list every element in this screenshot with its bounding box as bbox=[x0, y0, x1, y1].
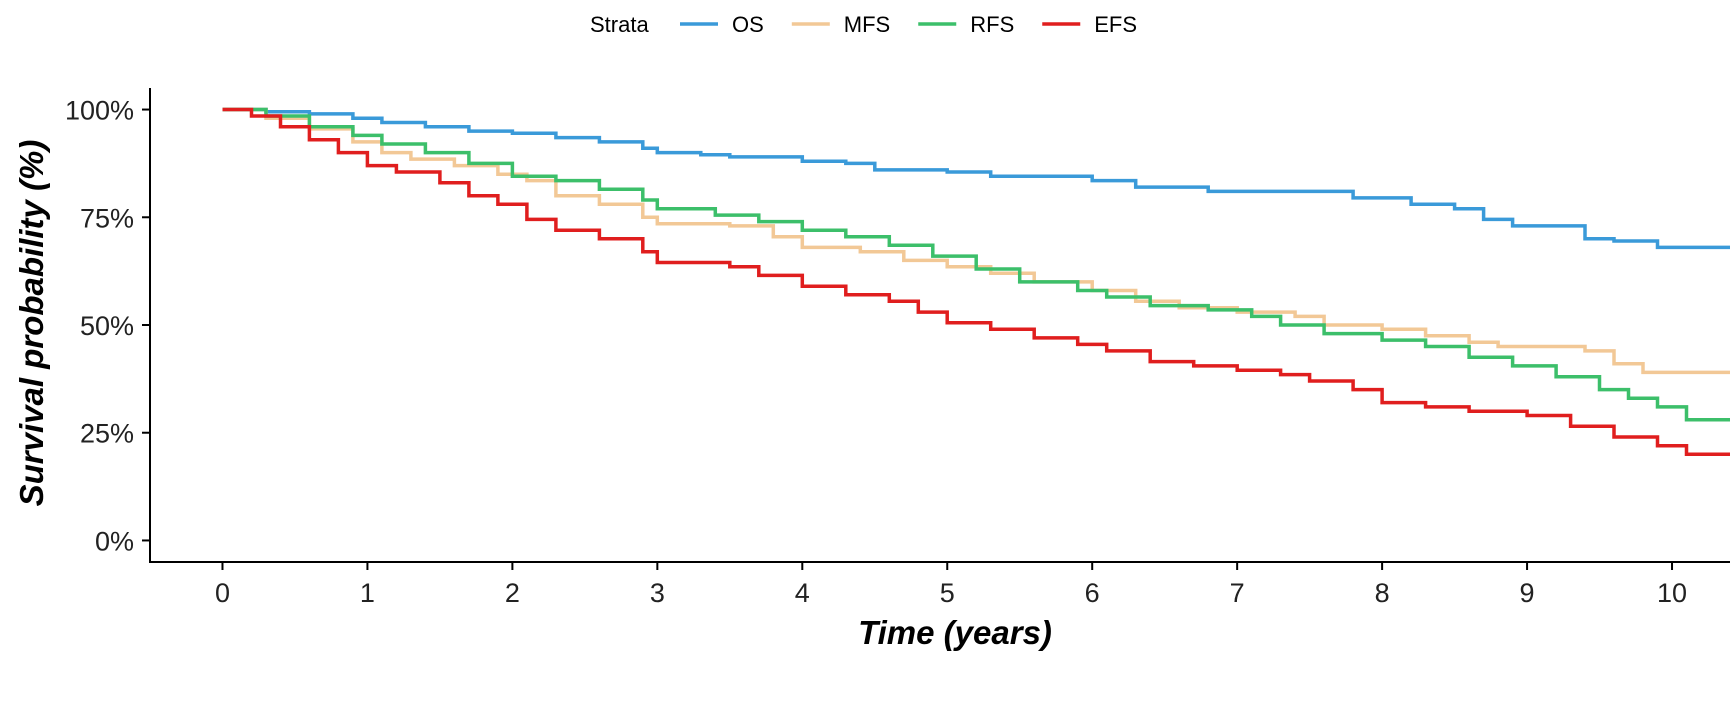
legend-label-rfs: RFS bbox=[970, 12, 1014, 37]
x-tick-label: 4 bbox=[795, 578, 810, 608]
y-tick-label: 0% bbox=[95, 526, 134, 556]
x-tick-label: 2 bbox=[505, 578, 520, 608]
series-line-rfs bbox=[222, 107, 1730, 422]
series-lines bbox=[222, 107, 1730, 457]
x-tick-label: 3 bbox=[650, 578, 665, 608]
y-axis-ticks: 0% 25% 50% 75% 100% bbox=[65, 96, 150, 556]
legend-label-mfs: MFS bbox=[844, 12, 890, 37]
x-tick-label: 9 bbox=[1520, 578, 1535, 608]
x-tick-label: 10 bbox=[1657, 578, 1687, 608]
x-tick-label: 6 bbox=[1085, 578, 1100, 608]
y-tick-label: 100% bbox=[65, 96, 134, 126]
series-line-efs bbox=[222, 107, 1730, 457]
y-tick-label: 25% bbox=[80, 419, 134, 449]
y-tick-label: 50% bbox=[80, 311, 134, 341]
x-tick-label: 8 bbox=[1375, 578, 1390, 608]
legend-label-os: OS bbox=[732, 12, 764, 37]
x-tick-label: 7 bbox=[1230, 578, 1245, 608]
x-axis-title: Time (years) bbox=[858, 614, 1052, 651]
legend-title: Strata bbox=[590, 12, 649, 37]
y-tick-label: 75% bbox=[80, 203, 134, 233]
series-line-mfs bbox=[222, 107, 1730, 375]
x-tick-label: 1 bbox=[360, 578, 375, 608]
series-line-os bbox=[222, 107, 1730, 250]
x-axis-ticks: 0 1 2 3 4 5 6 7 8 9 10 bbox=[215, 562, 1687, 608]
y-axis-title: Survival probability (%) bbox=[13, 140, 50, 507]
x-tick-label: 0 bbox=[215, 578, 230, 608]
legend-label-efs: EFS bbox=[1094, 12, 1137, 37]
legend: Strata OS MFS RFS EFS bbox=[590, 12, 1137, 37]
x-tick-label: 5 bbox=[940, 578, 955, 608]
